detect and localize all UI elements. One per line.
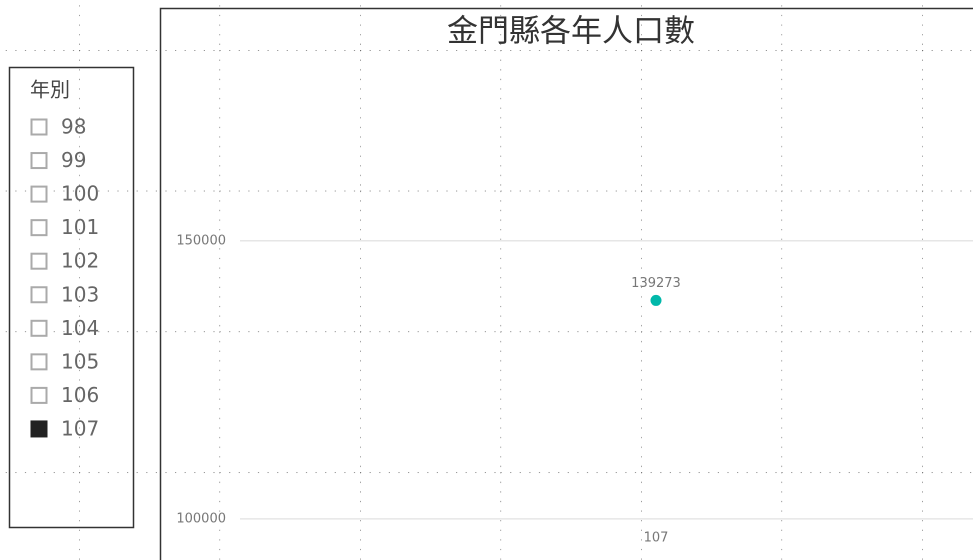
- slicer-item-label[interactable]: 100: [61, 182, 99, 206]
- slicer-item[interactable]: 100: [30, 182, 100, 206]
- chart-title: 金門縣各年人口數: [447, 14, 695, 50]
- checkbox[interactable]: [30, 219, 48, 237]
- checkbox[interactable]: [30, 185, 48, 203]
- slicer-item[interactable]: 104: [30, 316, 100, 340]
- checkbox[interactable]: [30, 420, 48, 438]
- chart: 金門縣各年人口數 100000 150000 107 139273: [159, 7, 973, 560]
- slicer-item[interactable]: 103: [30, 282, 100, 306]
- slicer-item[interactable]: 101: [30, 215, 100, 239]
- checkbox[interactable]: [30, 353, 48, 371]
- slicer-item-label[interactable]: 105: [61, 349, 99, 373]
- data-point: [650, 294, 662, 306]
- slicer-item[interactable]: 98: [30, 115, 87, 139]
- slicer-item-label[interactable]: 99: [61, 148, 86, 172]
- data-label: 139273: [631, 276, 681, 291]
- slicer-item-label[interactable]: 103: [61, 282, 99, 306]
- slicer-item[interactable]: 107: [30, 416, 100, 440]
- slicer-item-label[interactable]: 101: [61, 215, 99, 239]
- slicer-item-label[interactable]: 107: [61, 416, 99, 440]
- slicer-item-label[interactable]: 104: [61, 316, 99, 340]
- y-tick-label: 100000: [176, 511, 226, 526]
- slicer-item[interactable]: 105: [30, 349, 100, 373]
- slicer-item-label[interactable]: 102: [61, 249, 99, 273]
- y-tick-label: 150000: [176, 233, 226, 248]
- slicer-title: 年別: [30, 78, 70, 102]
- checkbox[interactable]: [30, 286, 48, 304]
- slicer-item[interactable]: 102: [30, 249, 100, 273]
- checkbox[interactable]: [30, 152, 48, 170]
- checkbox[interactable]: [30, 118, 48, 136]
- slicer-item-label[interactable]: 106: [61, 383, 99, 407]
- chart-frame: [159, 7, 973, 560]
- slicer-frame: [8, 66, 135, 529]
- checkbox[interactable]: [30, 252, 48, 270]
- slicer-item-label[interactable]: 98: [61, 115, 86, 139]
- slicer[interactable]: 年別 98 99 100 101 102 103 104 105 106 107: [8, 66, 135, 529]
- checkbox[interactable]: [30, 319, 48, 337]
- x-tick-label: 107: [644, 531, 669, 546]
- checkbox[interactable]: [30, 386, 48, 404]
- slicer-item[interactable]: 99: [30, 148, 87, 172]
- slicer-item[interactable]: 106: [30, 383, 100, 407]
